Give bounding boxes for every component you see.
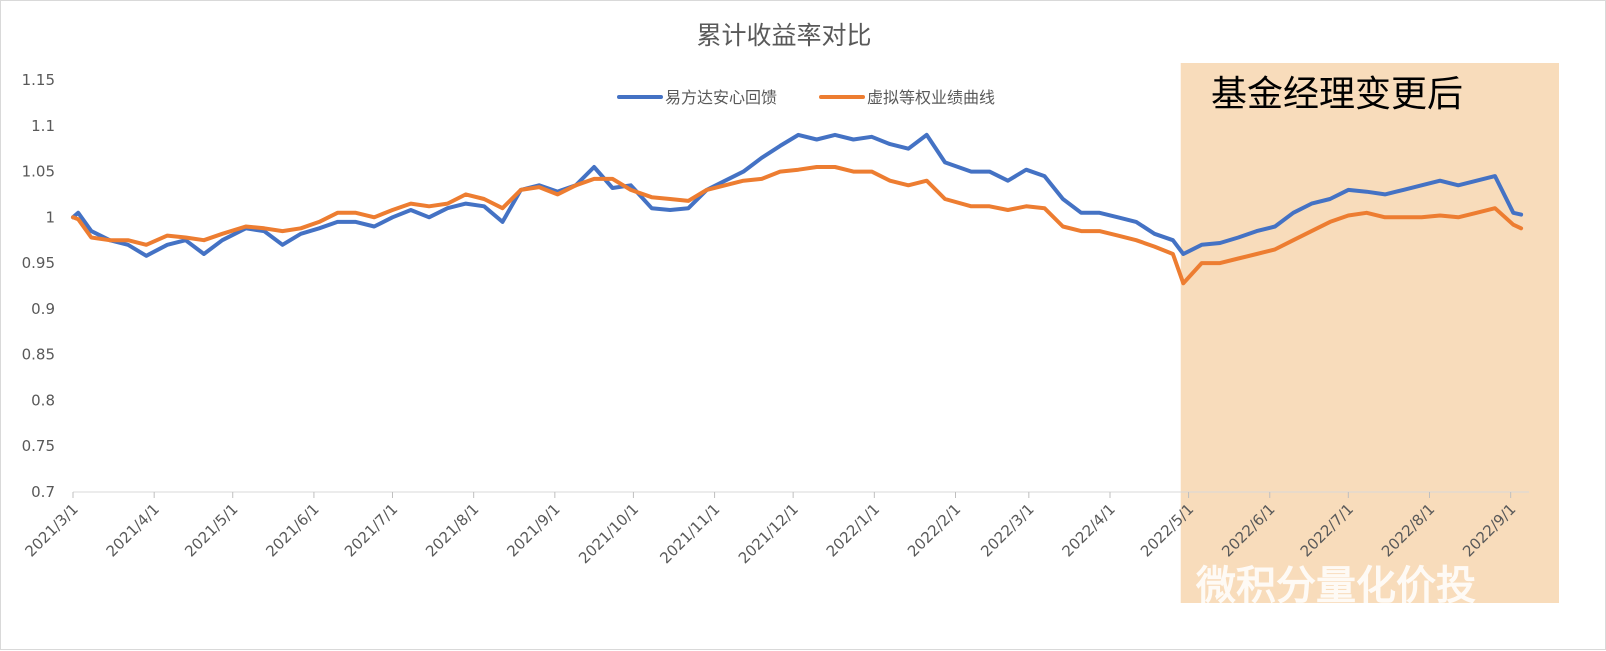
y-tick-label: 0.75 <box>22 437 55 455</box>
y-tick-label: 1.15 <box>22 71 55 89</box>
y-tick-label: 0.85 <box>22 346 55 364</box>
legend-label-1: 易方达安心回馈 <box>665 88 777 107</box>
x-tick-label: 2022/1/1 <box>823 500 883 560</box>
legend-label-2: 虚拟等权业绩曲线 <box>867 88 995 107</box>
x-tick-label: 2022/4/1 <box>1058 500 1118 560</box>
chart-title: 累计收益率对比 <box>696 21 871 50</box>
series-line-1 <box>71 132 1524 258</box>
y-tick-label: 1.05 <box>22 163 55 181</box>
x-tick-label: 2021/10/1 <box>575 500 642 567</box>
y-axis: 1.15 1.1 1.05 1 0.95 0.9 0.85 0.8 0.75 0.7 <box>22 71 55 501</box>
y-tick-label: 1 <box>45 208 55 226</box>
x-tick-label: 2021/5/1 <box>181 500 241 560</box>
y-tick-label: 0.8 <box>31 391 55 409</box>
x-tick-label: 2021/9/1 <box>503 500 563 560</box>
x-tick-label: 2021/8/1 <box>422 500 482 560</box>
y-tick-label: 0.7 <box>31 483 55 501</box>
y-tick-label: 0.9 <box>31 300 55 318</box>
series-lines <box>71 132 1524 286</box>
x-tick-label: 2021/7/1 <box>341 500 401 560</box>
x-tick-label: 2021/11/1 <box>656 500 723 567</box>
y-tick-label: 0.95 <box>22 254 55 272</box>
watermark-logo-icon <box>1017 562 1065 610</box>
watermark: 雪球：微积分量化价投 <box>1017 562 1476 610</box>
manager-change-highlight <box>1180 63 1559 603</box>
legend: 易方达安心回馈 虚拟等权业绩曲线 <box>617 88 995 107</box>
y-tick-label: 1.1 <box>31 117 55 135</box>
series-line-2 <box>71 165 1524 286</box>
annotation-label: 基金经理变更后 <box>1211 74 1463 115</box>
x-tick-label: 2021/12/1 <box>735 500 802 567</box>
x-tick-label: 2022/3/1 <box>977 500 1037 560</box>
x-tick-label: 2022/2/1 <box>904 500 964 560</box>
watermark-text: 雪球：微积分量化价投 <box>1076 563 1476 609</box>
x-tick-label: 2021/4/1 <box>103 500 163 560</box>
x-tick-label: 2021/6/1 <box>262 500 322 560</box>
x-tick-label: 2021/3/1 <box>21 500 81 560</box>
